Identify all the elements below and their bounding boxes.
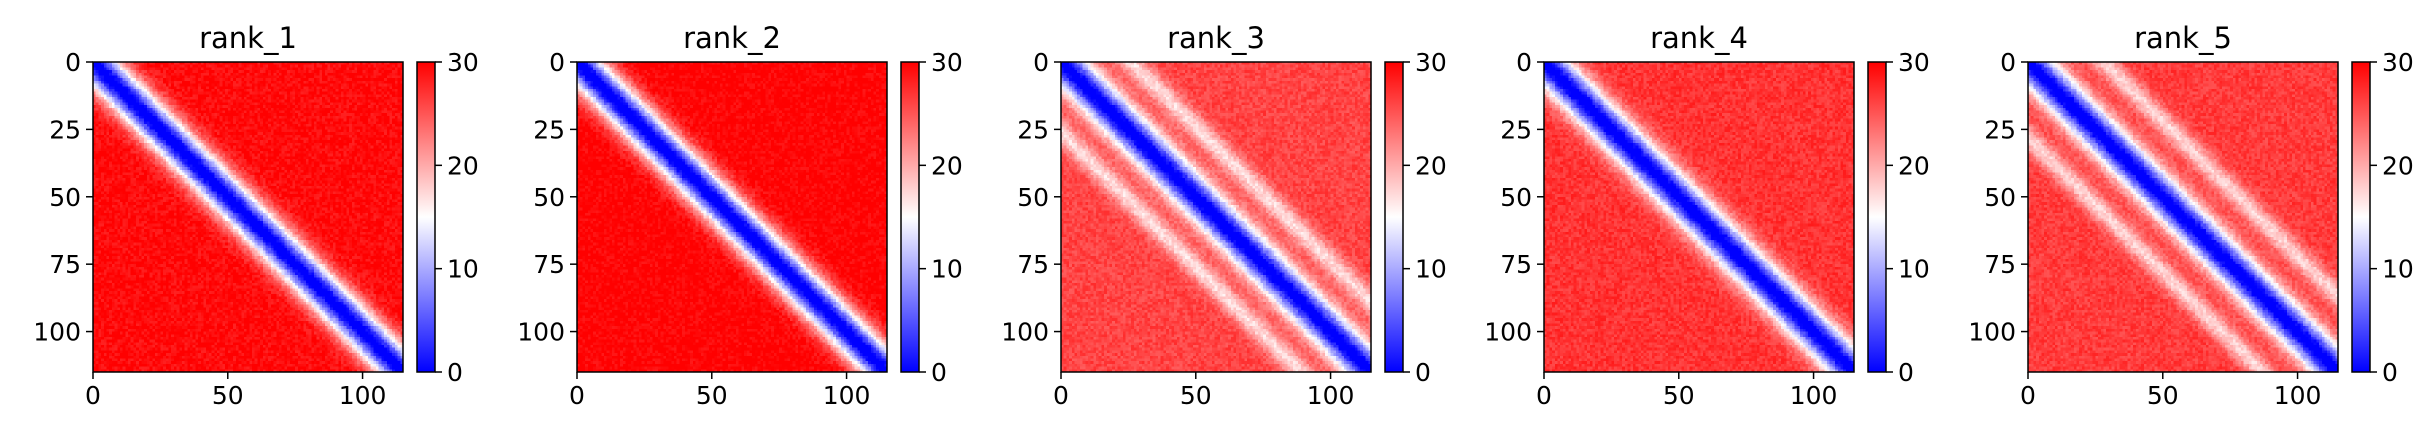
x-tick-label: 100 (339, 381, 387, 410)
colorbar-tick-label: 0 (931, 358, 947, 387)
x-tick-label: 0 (569, 381, 585, 410)
y-tick-label: 0 (549, 48, 565, 77)
y-tick-label: 100 (33, 318, 81, 347)
x-tick-label: 0 (2020, 381, 2036, 410)
x-tick-label: 50 (2147, 381, 2179, 410)
colorbar-tick-label: 10 (931, 255, 963, 284)
y-tick-label: 75 (1017, 250, 1049, 279)
y-tick-label: 0 (65, 48, 81, 77)
colorbar (1384, 61, 1404, 373)
panel-title: rank_5 (2134, 21, 2232, 55)
colorbar-tick-label: 0 (1415, 358, 1431, 387)
colorbar (1867, 61, 1887, 373)
colorbar-tick-label: 20 (2382, 151, 2414, 180)
colorbar-tick-label: 30 (447, 48, 479, 77)
heatmap-image (1061, 62, 1371, 372)
x-tick-label: 0 (1536, 381, 1552, 410)
heatmap-frame (1543, 61, 1855, 373)
colorbar-tick-label: 20 (447, 151, 479, 180)
heatmap-panel-5: rank_5 0 50 100 0 25 50 75 100 0 10 20 30 (1968, 21, 2414, 410)
colorbar-tick-label: 20 (931, 151, 963, 180)
colorbar-tick-label: 0 (2382, 358, 2398, 387)
y-tick-label: 50 (1017, 183, 1049, 212)
x-tick-label: 100 (1790, 381, 1838, 410)
y-tick-label: 0 (1033, 48, 1049, 77)
heatmap-panel-4: rank_4 0 50 100 0 25 50 75 100 0 10 20 30 (1484, 21, 1930, 410)
y-tick-label: 75 (49, 250, 81, 279)
colorbar-tick-label: 30 (931, 48, 963, 77)
x-tick-label: 50 (696, 381, 728, 410)
colorbar-tick-label: 10 (2382, 255, 2414, 284)
panel-title: rank_1 (199, 21, 297, 55)
y-tick-label: 50 (533, 183, 565, 212)
colorbar (416, 61, 436, 373)
y-tick-label: 100 (1001, 318, 1049, 347)
heatmap-image (93, 62, 403, 372)
heatmap-panel-1: rank_1 0 50 100 0 25 50 75 100 0 10 20 30 (33, 21, 479, 410)
y-tick-label: 100 (517, 318, 565, 347)
x-tick-label: 50 (1663, 381, 1695, 410)
y-tick-label: 0 (2000, 48, 2016, 77)
x-tick-label: 100 (1307, 381, 1355, 410)
x-tick-label: 100 (2274, 381, 2322, 410)
y-tick-label: 75 (533, 250, 565, 279)
heatmap-panel-2: rank_2 0 50 100 0 25 50 75 100 0 10 20 30 (517, 21, 963, 410)
colorbar-tick-label: 10 (1898, 255, 1930, 284)
colorbar-tick-label: 20 (1898, 151, 1930, 180)
y-tick-label: 0 (1516, 48, 1532, 77)
colorbar-tick-label: 30 (1415, 48, 1447, 77)
y-tick-label: 100 (1484, 318, 1532, 347)
colorbar (900, 61, 920, 373)
heatmap-frame (2027, 61, 2339, 373)
colorbar-tick-label: 0 (447, 358, 463, 387)
colorbar-tick-label: 10 (1415, 255, 1447, 284)
y-tick-label: 75 (1500, 250, 1532, 279)
y-tick-label: 25 (1500, 115, 1532, 144)
heatmap-image (1544, 62, 1854, 372)
panel-title: rank_3 (1167, 21, 1265, 55)
colorbar-tick-label: 10 (447, 255, 479, 284)
y-tick-label: 25 (1017, 115, 1049, 144)
x-tick-label: 0 (85, 381, 101, 410)
heatmap-image (577, 62, 887, 372)
heatmap-frame (1060, 61, 1372, 373)
y-tick-label: 50 (1500, 183, 1532, 212)
y-tick-label: 100 (1968, 318, 2016, 347)
y-tick-label: 50 (49, 183, 81, 212)
x-tick-label: 100 (823, 381, 871, 410)
x-tick-label: 50 (212, 381, 244, 410)
y-tick-label: 25 (49, 115, 81, 144)
colorbar-tick-label: 30 (2382, 48, 2414, 77)
x-tick-label: 50 (1180, 381, 1212, 410)
colorbar-tick-label: 30 (1898, 48, 1930, 77)
heatmap-panel-3: rank_3 0 50 100 0 25 50 75 100 0 10 20 30 (1001, 21, 1447, 410)
y-tick-label: 50 (1984, 183, 2016, 212)
colorbar (2351, 61, 2371, 373)
panel-title: rank_4 (1650, 21, 1748, 55)
heatmap-frame (92, 61, 404, 373)
y-tick-label: 25 (533, 115, 565, 144)
colorbar-tick-label: 0 (1898, 358, 1914, 387)
panel-title: rank_2 (683, 21, 781, 55)
x-tick-label: 0 (1053, 381, 1069, 410)
y-tick-label: 25 (1984, 115, 2016, 144)
colorbar-tick-label: 20 (1415, 151, 1447, 180)
y-tick-label: 75 (1984, 250, 2016, 279)
heatmap-frame (576, 61, 888, 373)
heatmap-image (2028, 62, 2338, 372)
